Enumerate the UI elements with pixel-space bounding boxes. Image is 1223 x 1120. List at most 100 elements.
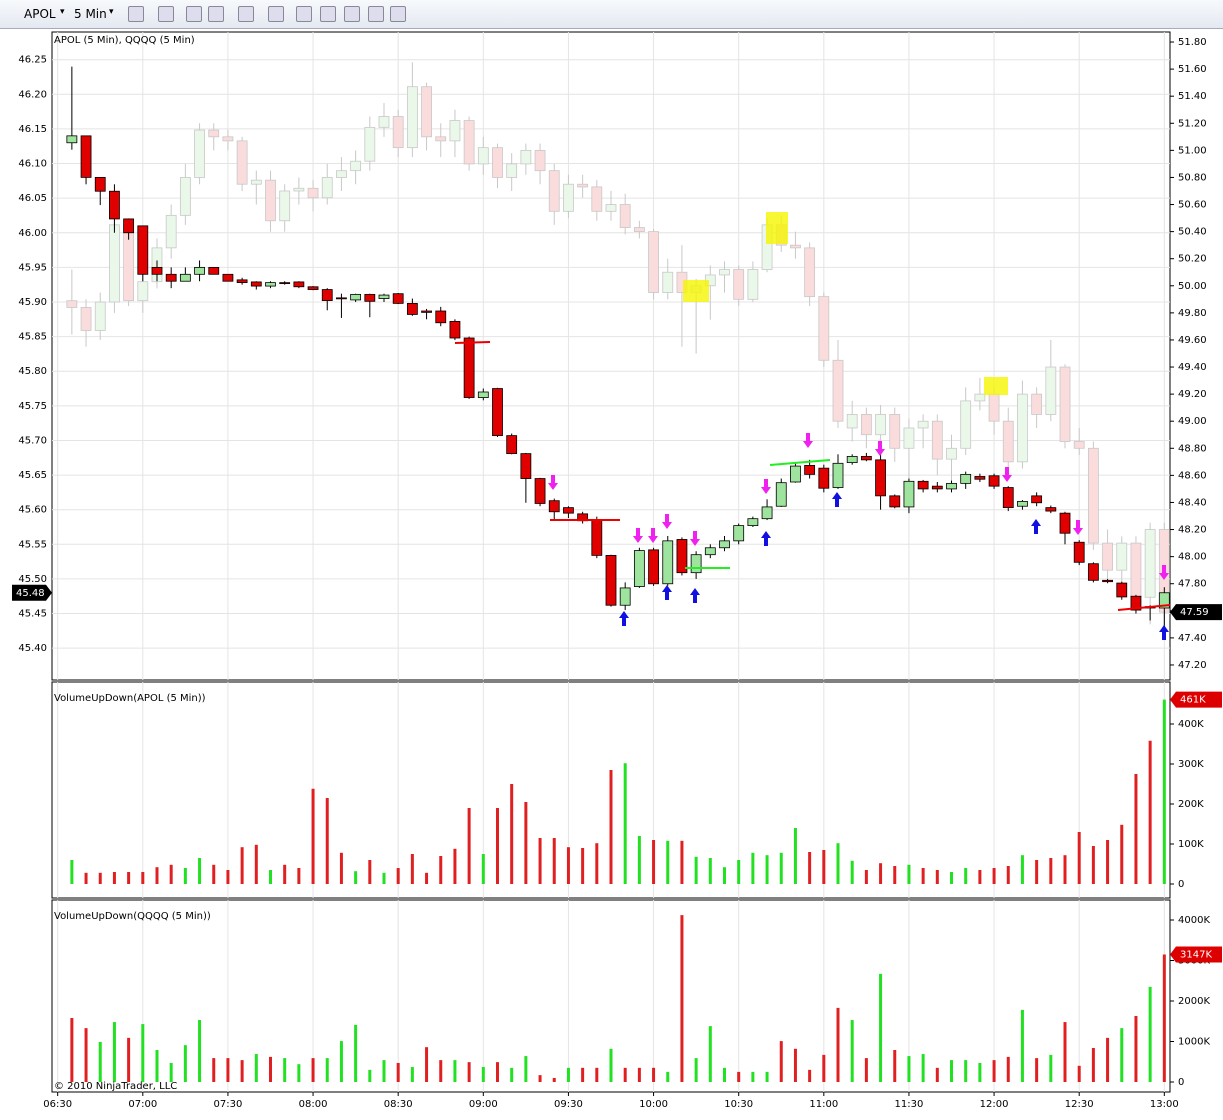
last-value-label: 3147K	[1180, 950, 1212, 961]
crosshair-button[interactable]	[238, 6, 254, 22]
x-tick-label: 08:30	[384, 1099, 413, 1110]
y-tick-label: 45.65	[18, 470, 47, 481]
candle-body	[1087, 563, 1099, 581]
candle-body	[222, 273, 234, 282]
indicators-button[interactable]	[296, 6, 312, 22]
y2-tick-label: 49.40	[1178, 362, 1207, 373]
candle-body	[591, 186, 603, 212]
candle-body	[123, 218, 135, 234]
y2-tick-label: 51.00	[1178, 145, 1207, 156]
candle-body	[889, 414, 901, 449]
strategies-button[interactable]	[320, 6, 336, 22]
candle-body	[917, 480, 929, 490]
candle-body	[1031, 393, 1043, 415]
candle-body	[619, 204, 631, 228]
candle-body	[988, 393, 1000, 422]
y2-tick-label: 51.40	[1178, 91, 1207, 102]
candle-body	[605, 204, 617, 212]
candle-body	[648, 231, 659, 293]
candle-body	[733, 269, 745, 300]
candle-body	[577, 183, 589, 188]
candle-body	[1017, 500, 1028, 507]
candle-body	[421, 310, 432, 313]
candle-body	[265, 179, 276, 222]
candle-body	[804, 464, 816, 475]
y-tick-label: 46.15	[18, 124, 47, 135]
draw-button[interactable]	[158, 6, 174, 22]
y-tick-label: 45.50	[18, 574, 47, 585]
candle-body	[832, 359, 844, 422]
x-tick-label: 07:30	[214, 1099, 243, 1110]
candle-body	[208, 129, 220, 138]
candle-body	[903, 480, 915, 508]
last-value-label: 461K	[1180, 695, 1206, 706]
y-tick-label: 46.00	[18, 228, 47, 239]
properties-button[interactable]	[390, 6, 406, 22]
panel-frame	[51, 899, 1171, 1093]
candle-body	[690, 554, 702, 574]
chart: 06:30 07:00 07:30 08:00 08:30 09:00 09:30 10:00…	[12, 31, 1222, 1110]
candle-body	[321, 289, 333, 302]
candle-body	[165, 273, 177, 282]
y2-tick-label: 47.40	[1178, 633, 1207, 644]
candle-body	[364, 293, 376, 302]
zoom-out-button[interactable]	[208, 6, 224, 22]
candle-body	[1031, 495, 1043, 504]
candle-body	[1158, 592, 1170, 609]
panel-frame	[51, 681, 1171, 899]
y2-tick-label: 48.60	[1178, 470, 1207, 481]
candle-body	[946, 482, 957, 490]
candle-body	[250, 281, 262, 287]
y-tick-label: 45.85	[18, 332, 47, 343]
chart-style-button[interactable]	[344, 6, 360, 22]
x-tick-label: 06:30	[43, 1099, 72, 1110]
y-tick-label: 45.60	[18, 505, 47, 516]
candle-body	[477, 391, 489, 398]
y2-tick-label: 48.20	[1178, 525, 1207, 536]
y2-tick-label: 48.80	[1178, 443, 1207, 454]
candle-body	[321, 177, 333, 199]
y2-tick-label: 50.80	[1178, 172, 1207, 183]
candle-body	[109, 190, 120, 220]
order-button[interactable]	[368, 6, 384, 22]
candle-body	[889, 495, 901, 508]
candle-body	[80, 307, 92, 331]
candle-body	[846, 414, 858, 429]
candle-body	[846, 455, 858, 464]
candle-body	[548, 170, 560, 212]
y2-tick-label: 51.80	[1178, 37, 1207, 48]
candle-body	[1045, 366, 1057, 415]
candle-body	[974, 393, 986, 402]
candle-body	[974, 476, 986, 480]
candle-body	[960, 473, 972, 484]
bar-type-button[interactable]	[128, 6, 144, 22]
candle-body	[137, 225, 149, 275]
y-tick-label: 46.10	[18, 159, 47, 170]
candle-body	[506, 435, 518, 455]
candle-body	[548, 500, 560, 513]
x-tick-label: 12:30	[1065, 1099, 1094, 1110]
interval[interactable]: 5 Min	[74, 7, 107, 21]
y-tick-label: 100K	[1178, 839, 1204, 850]
last-value-tag	[1170, 946, 1222, 963]
candle-body	[648, 549, 659, 585]
candle-body	[832, 462, 844, 488]
x-tick-label: 11:00	[809, 1099, 838, 1110]
y-tick-label: 45.75	[18, 401, 47, 412]
candle-body	[492, 147, 503, 178]
candle-body	[719, 269, 730, 276]
panel-title: VolumeUpDown(APOL (5 Min))	[54, 693, 206, 704]
y2-tick-label: 48.00	[1178, 552, 1207, 563]
y-tick-label: 46.25	[18, 55, 47, 66]
candle-body	[435, 310, 447, 324]
candle-body	[1017, 393, 1028, 463]
x-tick-label: 10:30	[724, 1099, 753, 1110]
data-box-button[interactable]	[268, 6, 284, 22]
last-price-label: 47.59	[1180, 607, 1209, 618]
instrument[interactable]: APOL	[24, 7, 56, 21]
candle-body	[350, 293, 362, 301]
candle-body	[449, 120, 461, 142]
candle-body	[790, 244, 801, 249]
zoom-in-button[interactable]	[186, 6, 202, 22]
candle-body	[1102, 579, 1113, 583]
